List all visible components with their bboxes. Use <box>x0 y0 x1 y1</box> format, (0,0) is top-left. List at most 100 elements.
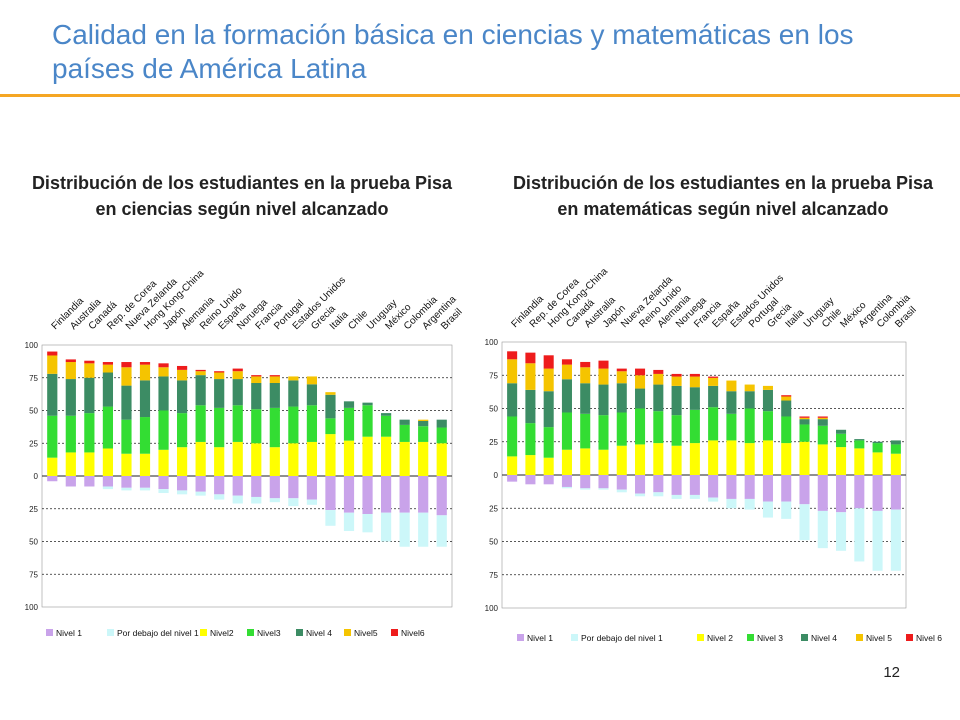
math-y-tick-label: 75 <box>489 571 498 580</box>
science-y-tick-label: 50 <box>29 407 38 416</box>
math-bar-por-debajo-del-nivel-1-colombia <box>872 510 883 571</box>
science-y-tick-label: 75 <box>29 570 38 579</box>
science-legend-label-por-debajo-del-nivel-1: Por debajo del nivel 1 <box>117 628 199 638</box>
science-legend-swatch-nivel6 <box>391 629 398 636</box>
math-bar-nivel-4-colombia <box>872 441 883 444</box>
math-bar-nivel-2-canada <box>561 449 572 475</box>
math-bar-nivel-5-italia <box>781 396 792 401</box>
math-bar-nivel-5-canada <box>561 364 572 380</box>
science-bar-nivel5-alemania <box>176 369 188 381</box>
science-bar-nivel3-reino-unido <box>195 405 206 442</box>
science-bar-por-debajo-del-nivel-1-francia <box>251 496 262 504</box>
science-bar-nivel3-espana <box>214 407 225 448</box>
math-bar-nivel-3-uruguay <box>799 424 810 442</box>
science-bar-por-debajo-del-nivel-1-brasil <box>436 515 447 547</box>
science-bar-nivel6-espana <box>214 371 225 373</box>
math-bar-por-debajo-del-nivel-1-canada <box>561 486 572 489</box>
science-chart-title: Distribución de los estudiantes en la pr… <box>31 173 453 219</box>
science-bar-por-debajo-del-nivel-1-mexico <box>380 512 392 542</box>
science-bar-nivel2-finlandia <box>47 457 58 476</box>
science-bar-nivel-4-australia <box>65 379 76 416</box>
science-bar-nivel6-nueva-zelanda <box>121 362 132 368</box>
science-bar-nivel-1-uruguay <box>362 476 373 514</box>
science-bar-por-debajo-del-nivel-1-nueva-zelanda <box>121 487 132 491</box>
science-bar-nivel2-uruguay <box>362 436 373 476</box>
math-bar-nivel-2-portugal <box>744 443 755 475</box>
science-bar-nivel5-nueva-zelanda <box>121 367 132 386</box>
math-bar-por-debajo-del-nivel-1-francia <box>689 494 700 499</box>
science-bar-nivel5-canada <box>84 363 95 378</box>
math-bar-nivel-5-alemania <box>653 373 664 385</box>
math-bar-nivel-2-argentina <box>854 448 865 475</box>
science-bar-nivel-1-mexico <box>380 476 392 513</box>
science-bar-nivel6-finlandia <box>47 351 58 356</box>
science-bar-nivel3-canada <box>84 413 95 453</box>
science-bar-nivel-1-portugal <box>269 476 280 499</box>
science-bar-nivel2-japon <box>158 449 169 476</box>
science-bar-nivel5-francia <box>251 376 262 383</box>
science-bar-nivel2-australia <box>65 452 76 476</box>
science-bar-nivel-4-brasil <box>436 419 447 428</box>
math-legend-swatch-nivel-2 <box>697 634 704 641</box>
science-bar-por-debajo-del-nivel-1-estados-unidos <box>288 498 299 507</box>
science-bar-nivel-1-reino-unido <box>195 476 206 492</box>
science-bar-nivel6-noruega <box>232 368 243 372</box>
math-legend-swatch-por-debajo-del-nivel-1 <box>571 634 578 641</box>
science-bar-nivel3-colombia <box>399 424 410 442</box>
math-bar-nivel-2-espana <box>708 440 719 475</box>
math-bar-nivel-2-australia <box>580 448 591 475</box>
science-bar-por-debajo-del-nivel-1-grecia <box>306 499 318 505</box>
science-bar-nivel-4-uruguay <box>362 402 373 406</box>
page-number: 12 <box>883 664 900 681</box>
science-bar-nivel3-francia <box>251 409 262 444</box>
science-y-tick-label: 50 <box>29 538 38 547</box>
science-bar-nivel3-italia <box>325 418 336 435</box>
math-bar-nivel-2-nueva-zelanda <box>616 445 627 475</box>
math-bar-nivel-6-finlandia <box>507 351 518 360</box>
science-bar-nivel-4-rep-de-corea <box>102 372 114 407</box>
science-bar-nivel5-espana <box>214 372 225 380</box>
math-bar-nivel-2-hong-kong-china <box>543 457 554 475</box>
science-bar-nivel6-alemania <box>176 365 188 370</box>
science-y-tick-label: 100 <box>25 603 39 612</box>
math-bar-por-debajo-del-nivel-1-noruega <box>671 494 682 499</box>
science-legend-label-nivel-4: Nivel 4 <box>306 628 332 638</box>
slide-title: Calidad en la formación básica en cienci… <box>52 19 854 84</box>
science-bar-por-debajo-del-nivel-1-hong-kong-china <box>139 487 151 491</box>
science-bar-nivel5-argentina <box>418 419 429 421</box>
science-legend-swatch-nivel-4 <box>296 629 303 636</box>
science-bar-nivel-4-finlandia <box>47 373 58 416</box>
science-bar-nivel5-estados-unidos <box>288 376 299 381</box>
science-bar-nivel-1-finlandia <box>47 476 58 482</box>
math-bar-nivel-2-uruguay <box>799 441 810 475</box>
math-bar-nivel-3-japon <box>598 415 609 450</box>
math-bar-por-debajo-del-nivel-1-argentina <box>854 508 865 562</box>
math-bar-nivel-3-reino-unido <box>635 408 646 445</box>
science-y-tick-label: 0 <box>34 472 39 481</box>
math-bar-nivel-1-hong-kong-china <box>543 475 554 485</box>
science-bar-nivel3-australia <box>65 415 76 453</box>
science-bar-nivel3-grecia <box>306 405 318 442</box>
science-bar-nivel-1-brasil <box>436 476 447 516</box>
math-bar-nivel-1-grecia <box>762 475 773 502</box>
math-bar-nivel-4-chile <box>817 419 828 426</box>
math-y-tick-label: 25 <box>489 438 498 447</box>
math-bar-por-debajo-del-nivel-1-grecia <box>762 501 773 518</box>
science-bar-nivel-1-chile <box>343 476 355 513</box>
science-bar-por-debajo-del-nivel-1-argentina <box>418 512 429 547</box>
science-bar-nivel2-francia <box>251 443 262 476</box>
science-bar-nivel3-nueva-zelanda <box>121 419 132 454</box>
science-bar-nivel-4-reino-unido <box>195 375 206 406</box>
math-bar-nivel-2-alemania <box>653 443 664 475</box>
science-bar-nivel2-rep-de-corea <box>102 448 114 476</box>
math-bar-por-debajo-del-nivel-1-chile <box>817 510 828 549</box>
math-bar-por-debajo-del-nivel-1-portugal <box>744 498 755 510</box>
math-legend-label-nivel-5: Nivel 5 <box>866 633 892 643</box>
science-bar-por-debajo-del-nivel-1-uruguay <box>362 513 373 533</box>
science-bar-nivel-1-francia <box>251 476 262 497</box>
math-bar-nivel-5-estados-unidos <box>726 380 737 392</box>
science-category-label: Chile <box>346 308 370 332</box>
science-bar-nivel2-noruega <box>232 441 243 476</box>
science-bar-nivel3-finlandia <box>47 415 58 458</box>
science-bar-nivel6-hong-kong-china <box>139 362 151 365</box>
